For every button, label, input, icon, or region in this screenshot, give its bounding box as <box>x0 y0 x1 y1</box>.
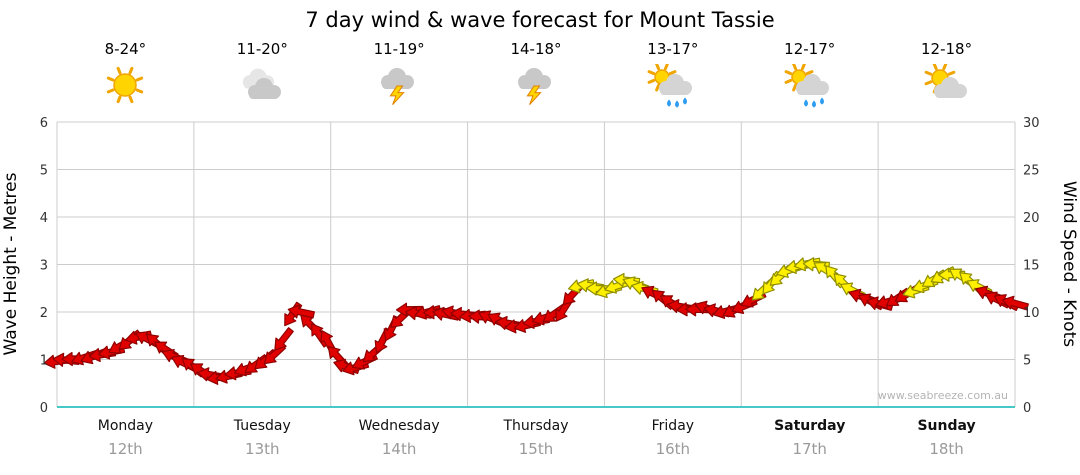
right-tick-labels: 0 5 10 15 20 25 30 <box>1023 116 1040 416</box>
gridlines <box>56 121 1016 408</box>
day-date: 13th <box>245 440 280 458</box>
cloudy-icon <box>236 64 288 110</box>
right-tick: 0 <box>1023 401 1031 416</box>
left-tick: 5 <box>40 164 48 179</box>
day-temp: 8-24° <box>104 40 147 58</box>
watermark: www.seabreeze.com.au <box>878 389 1008 402</box>
left-tick: 2 <box>40 306 48 321</box>
wind-arrow <box>274 327 294 351</box>
day-label: Saturday <box>774 418 846 434</box>
wind-arrow <box>287 304 315 319</box>
day-temp: 11-20° <box>236 40 288 58</box>
sun-showers-icon <box>784 62 836 110</box>
day-label: Sunday <box>917 418 976 434</box>
storm-icon <box>373 64 425 110</box>
storm-icon <box>510 64 562 110</box>
right-axis-title: Wind Speed - Knots <box>1059 181 1079 347</box>
day-temp: 14-18° <box>510 40 562 58</box>
right-tick: 20 <box>1023 211 1040 226</box>
left-tick-labels: 0 1 2 3 4 5 6 <box>40 116 48 416</box>
day-date: 15th <box>518 440 554 458</box>
right-tick: 25 <box>1023 164 1040 179</box>
sun-cloud-icon <box>921 62 973 110</box>
day-date: 16th <box>655 440 691 458</box>
day-temp: 11-19° <box>373 40 425 58</box>
left-axis-title: Wave Height - Metres <box>1 172 21 355</box>
sunny-icon <box>99 64 151 110</box>
left-tick: 6 <box>40 116 48 131</box>
day-temp: 12-17° <box>784 40 836 58</box>
right-tick: 10 <box>1023 306 1040 321</box>
left-tick: 4 <box>40 211 48 226</box>
day-label: Thursday <box>503 418 569 434</box>
day-date: 17th <box>792 440 827 458</box>
day-date: 12th <box>108 440 143 458</box>
day-label: Wednesday <box>358 418 440 434</box>
sun-showers-icon <box>647 62 699 110</box>
day-temp: 12-18° <box>921 40 973 58</box>
left-tick: 1 <box>40 354 48 369</box>
chart-title: 7 day wind & wave forecast for Mount Tas… <box>305 8 775 32</box>
day-label: Tuesday <box>233 418 291 434</box>
right-tick: 5 <box>1023 354 1031 369</box>
left-tick: 3 <box>40 259 48 274</box>
wind-arrow <box>1001 295 1029 311</box>
day-temp: 13-17° <box>647 40 699 58</box>
wind-arrows <box>43 257 1029 385</box>
day-label: Monday <box>97 418 154 434</box>
left-tick: 0 <box>40 401 48 416</box>
day-label: Friday <box>651 418 695 434</box>
day-date: 14th <box>381 440 417 458</box>
day-date: 18th <box>929 440 964 458</box>
right-tick: 30 <box>1023 116 1040 131</box>
right-tick: 15 <box>1023 259 1040 274</box>
